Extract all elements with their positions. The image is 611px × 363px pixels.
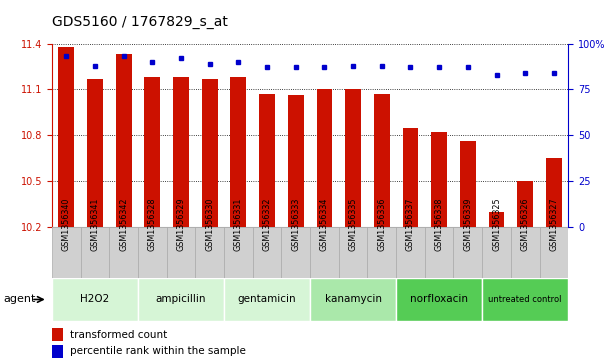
Bar: [167, 227, 196, 278]
Text: H2O2: H2O2: [80, 294, 109, 305]
Bar: [403, 127, 419, 227]
Text: untreated control: untreated control: [488, 295, 562, 304]
Text: percentile rank within the sample: percentile rank within the sample: [70, 346, 246, 356]
Text: GSM1356325: GSM1356325: [492, 197, 501, 251]
Text: GSM1356336: GSM1356336: [377, 198, 386, 251]
Bar: [253, 227, 282, 278]
Bar: [230, 77, 246, 227]
Bar: [338, 227, 367, 278]
Text: gentamicin: gentamicin: [238, 294, 296, 305]
Bar: [144, 77, 160, 227]
Bar: [282, 227, 310, 278]
Bar: [518, 181, 533, 227]
Bar: [115, 54, 131, 227]
Bar: [52, 227, 81, 278]
Text: GSM1356326: GSM1356326: [521, 198, 530, 251]
Bar: [310, 227, 338, 278]
Text: agent: agent: [3, 294, 35, 305]
Bar: [310, 278, 396, 321]
Bar: [460, 141, 476, 227]
Bar: [87, 79, 103, 227]
Bar: [59, 46, 74, 227]
Text: GSM1356329: GSM1356329: [177, 197, 186, 251]
Bar: [224, 278, 310, 321]
Bar: [540, 227, 568, 278]
Bar: [396, 227, 425, 278]
Bar: [482, 227, 511, 278]
Bar: [52, 278, 138, 321]
Bar: [52, 344, 64, 358]
Text: GSM1356340: GSM1356340: [62, 198, 71, 251]
Text: GSM1356331: GSM1356331: [234, 198, 243, 251]
Text: GSM1356338: GSM1356338: [434, 198, 444, 251]
Bar: [374, 94, 390, 227]
Bar: [288, 95, 304, 227]
Text: transformed count: transformed count: [70, 330, 167, 340]
Text: norfloxacin: norfloxacin: [410, 294, 468, 305]
Bar: [81, 227, 109, 278]
Text: GDS5160 / 1767829_s_at: GDS5160 / 1767829_s_at: [52, 15, 228, 29]
Bar: [546, 158, 562, 227]
Text: GSM1356328: GSM1356328: [148, 198, 157, 251]
Bar: [431, 132, 447, 227]
Bar: [202, 79, 218, 227]
Bar: [396, 278, 482, 321]
Text: GSM1356332: GSM1356332: [263, 198, 271, 251]
Text: GSM1356333: GSM1356333: [291, 198, 300, 251]
Text: GSM1356342: GSM1356342: [119, 198, 128, 251]
Text: ampicillin: ampicillin: [156, 294, 207, 305]
Text: GSM1356327: GSM1356327: [549, 197, 558, 251]
Bar: [316, 89, 332, 227]
Bar: [453, 227, 482, 278]
Bar: [482, 278, 568, 321]
Bar: [489, 212, 505, 227]
Text: GSM1356330: GSM1356330: [205, 198, 214, 251]
Text: GSM1356335: GSM1356335: [349, 198, 357, 251]
Text: GSM1356334: GSM1356334: [320, 198, 329, 251]
Bar: [511, 227, 540, 278]
Text: kanamycin: kanamycin: [324, 294, 382, 305]
Bar: [224, 227, 253, 278]
Bar: [259, 94, 275, 227]
Text: GSM1356339: GSM1356339: [463, 198, 472, 251]
Bar: [138, 278, 224, 321]
Text: GSM1356337: GSM1356337: [406, 198, 415, 251]
Bar: [425, 227, 453, 278]
Bar: [345, 89, 361, 227]
Bar: [173, 77, 189, 227]
Bar: [109, 227, 138, 278]
Text: GSM1356341: GSM1356341: [90, 198, 100, 251]
Bar: [367, 227, 396, 278]
Bar: [138, 227, 167, 278]
Bar: [196, 227, 224, 278]
Bar: [52, 328, 64, 342]
